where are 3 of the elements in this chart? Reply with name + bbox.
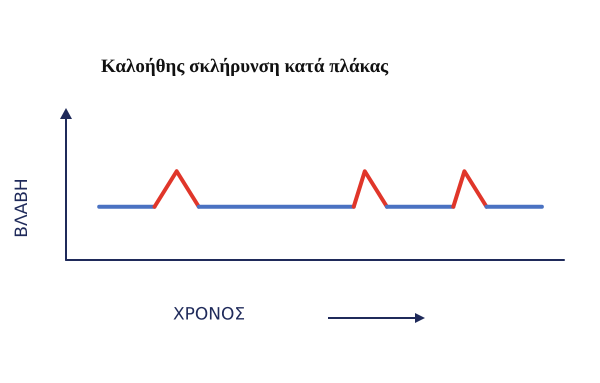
chart-title: Καλοήθης σκλήρυνση κατά πλάκας (101, 56, 390, 77)
x-axis-title: ΧΡΟΝΟΣ (173, 304, 246, 324)
y-axis-title: ΒΛΑΒΗ (12, 178, 32, 238)
